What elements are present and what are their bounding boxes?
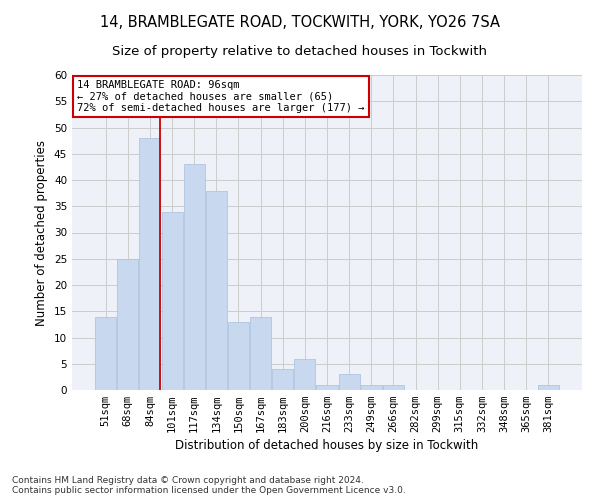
Text: Contains HM Land Registry data © Crown copyright and database right 2024.
Contai: Contains HM Land Registry data © Crown c… <box>12 476 406 495</box>
Bar <box>161 212 182 390</box>
Bar <box>95 316 116 390</box>
Y-axis label: Number of detached properties: Number of detached properties <box>35 140 49 326</box>
Bar <box>295 358 316 390</box>
Bar <box>206 190 227 390</box>
Text: 14, BRAMBLEGATE ROAD, TOCKWITH, YORK, YO26 7SA: 14, BRAMBLEGATE ROAD, TOCKWITH, YORK, YO… <box>100 15 500 30</box>
Bar <box>228 322 249 390</box>
Text: 14 BRAMBLEGATE ROAD: 96sqm
← 27% of detached houses are smaller (65)
72% of semi: 14 BRAMBLEGATE ROAD: 96sqm ← 27% of deta… <box>77 80 365 113</box>
Bar <box>139 138 160 390</box>
Bar <box>184 164 205 390</box>
Bar <box>538 385 559 390</box>
Bar <box>250 316 271 390</box>
Bar <box>338 374 359 390</box>
X-axis label: Distribution of detached houses by size in Tockwith: Distribution of detached houses by size … <box>175 440 479 452</box>
Bar <box>383 385 404 390</box>
Bar <box>316 385 338 390</box>
Text: Size of property relative to detached houses in Tockwith: Size of property relative to detached ho… <box>113 45 487 58</box>
Bar <box>361 385 382 390</box>
Bar <box>272 369 293 390</box>
Bar <box>118 259 139 390</box>
